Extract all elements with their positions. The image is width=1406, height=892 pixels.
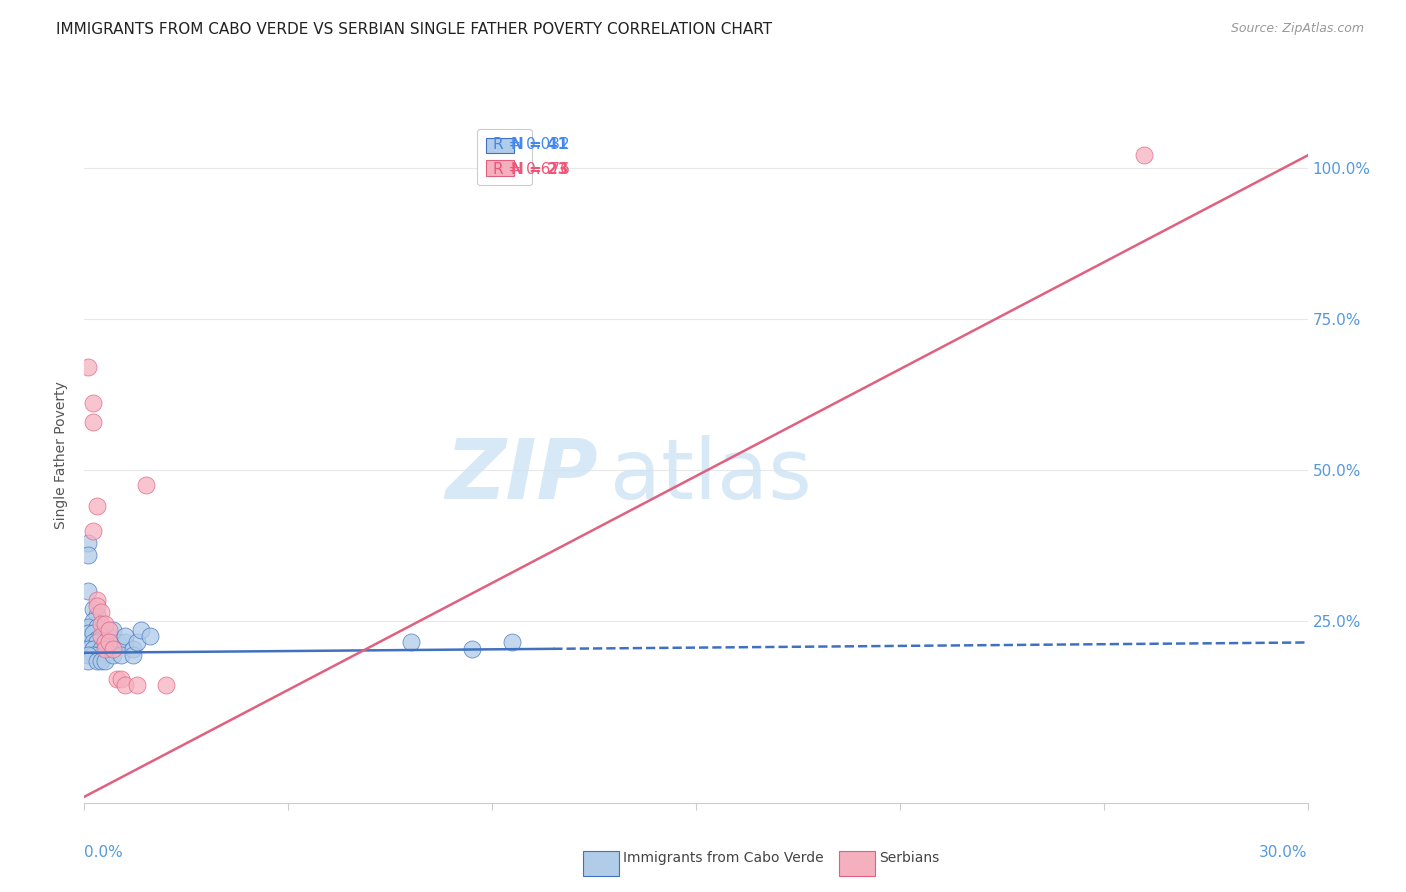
Point [135, 478, 157, 492]
Point [86, 599, 108, 614]
Point [77, 360, 100, 375]
Point [82, 641, 104, 656]
Point [122, 641, 145, 656]
Point [77, 620, 100, 634]
Point [77, 548, 100, 562]
Legend: , : , [477, 128, 533, 185]
Point [90, 654, 112, 668]
Point [86, 635, 108, 649]
Point [502, 635, 524, 649]
Point [101, 648, 124, 662]
Point [82, 626, 104, 640]
Point [114, 678, 136, 692]
Text: atlas: atlas [610, 435, 813, 516]
Point [97, 624, 120, 638]
Point [101, 641, 124, 656]
Point [90, 605, 112, 619]
Point [82, 415, 104, 429]
Point [90, 641, 112, 656]
Point [93, 654, 117, 668]
Point [110, 648, 132, 662]
Point [131, 624, 153, 638]
Point [86, 620, 108, 634]
Point [86, 632, 108, 647]
Text: R = 0.032: R = 0.032 [492, 136, 569, 152]
Text: 0.0%: 0.0% [84, 845, 124, 860]
Point [77, 626, 100, 640]
Point [77, 641, 100, 656]
Point [77, 654, 100, 668]
Point [82, 602, 104, 616]
Point [82, 615, 104, 629]
Text: R = 0.676: R = 0.676 [492, 161, 569, 177]
Point [93, 635, 117, 649]
Point [97, 629, 120, 643]
Point [90, 632, 112, 647]
Point [77, 584, 100, 599]
Point [86, 654, 108, 668]
Point [90, 629, 112, 643]
Text: Serbians: Serbians [879, 851, 939, 865]
Point [93, 617, 117, 632]
Y-axis label: Single Father Poverty: Single Father Poverty [55, 381, 69, 529]
Point [93, 648, 117, 662]
Point [127, 678, 149, 692]
Point [101, 624, 124, 638]
Point [82, 396, 104, 410]
Point [127, 635, 149, 649]
Point [114, 635, 136, 649]
Point [114, 629, 136, 643]
Point [82, 524, 104, 538]
Point [77, 648, 100, 662]
Point [97, 635, 120, 649]
Point [122, 648, 145, 662]
Text: Source: ZipAtlas.com: Source: ZipAtlas.com [1230, 22, 1364, 36]
Point [86, 608, 108, 623]
Point [138, 629, 160, 643]
Point [82, 648, 104, 662]
Point [399, 635, 422, 649]
Point [461, 641, 484, 656]
Point [155, 678, 177, 692]
Point [1133, 148, 1156, 162]
Text: N = 23: N = 23 [512, 161, 569, 177]
Point [77, 535, 100, 549]
Point [86, 648, 108, 662]
Text: N = 41: N = 41 [512, 136, 568, 152]
Point [97, 629, 120, 643]
Point [110, 672, 132, 686]
Text: Immigrants from Cabo Verde: Immigrants from Cabo Verde [623, 851, 824, 865]
Point [105, 672, 128, 686]
Point [90, 617, 112, 632]
Text: ZIP: ZIP [446, 435, 598, 516]
Point [86, 593, 108, 607]
Text: IMMIGRANTS FROM CABO VERDE VS SERBIAN SINGLE FATHER POVERTY CORRELATION CHART: IMMIGRANTS FROM CABO VERDE VS SERBIAN SI… [56, 22, 772, 37]
Text: 30.0%: 30.0% [1260, 845, 1308, 860]
Point [93, 641, 117, 656]
Point [82, 635, 104, 649]
Point [86, 500, 108, 514]
Point [105, 635, 128, 649]
